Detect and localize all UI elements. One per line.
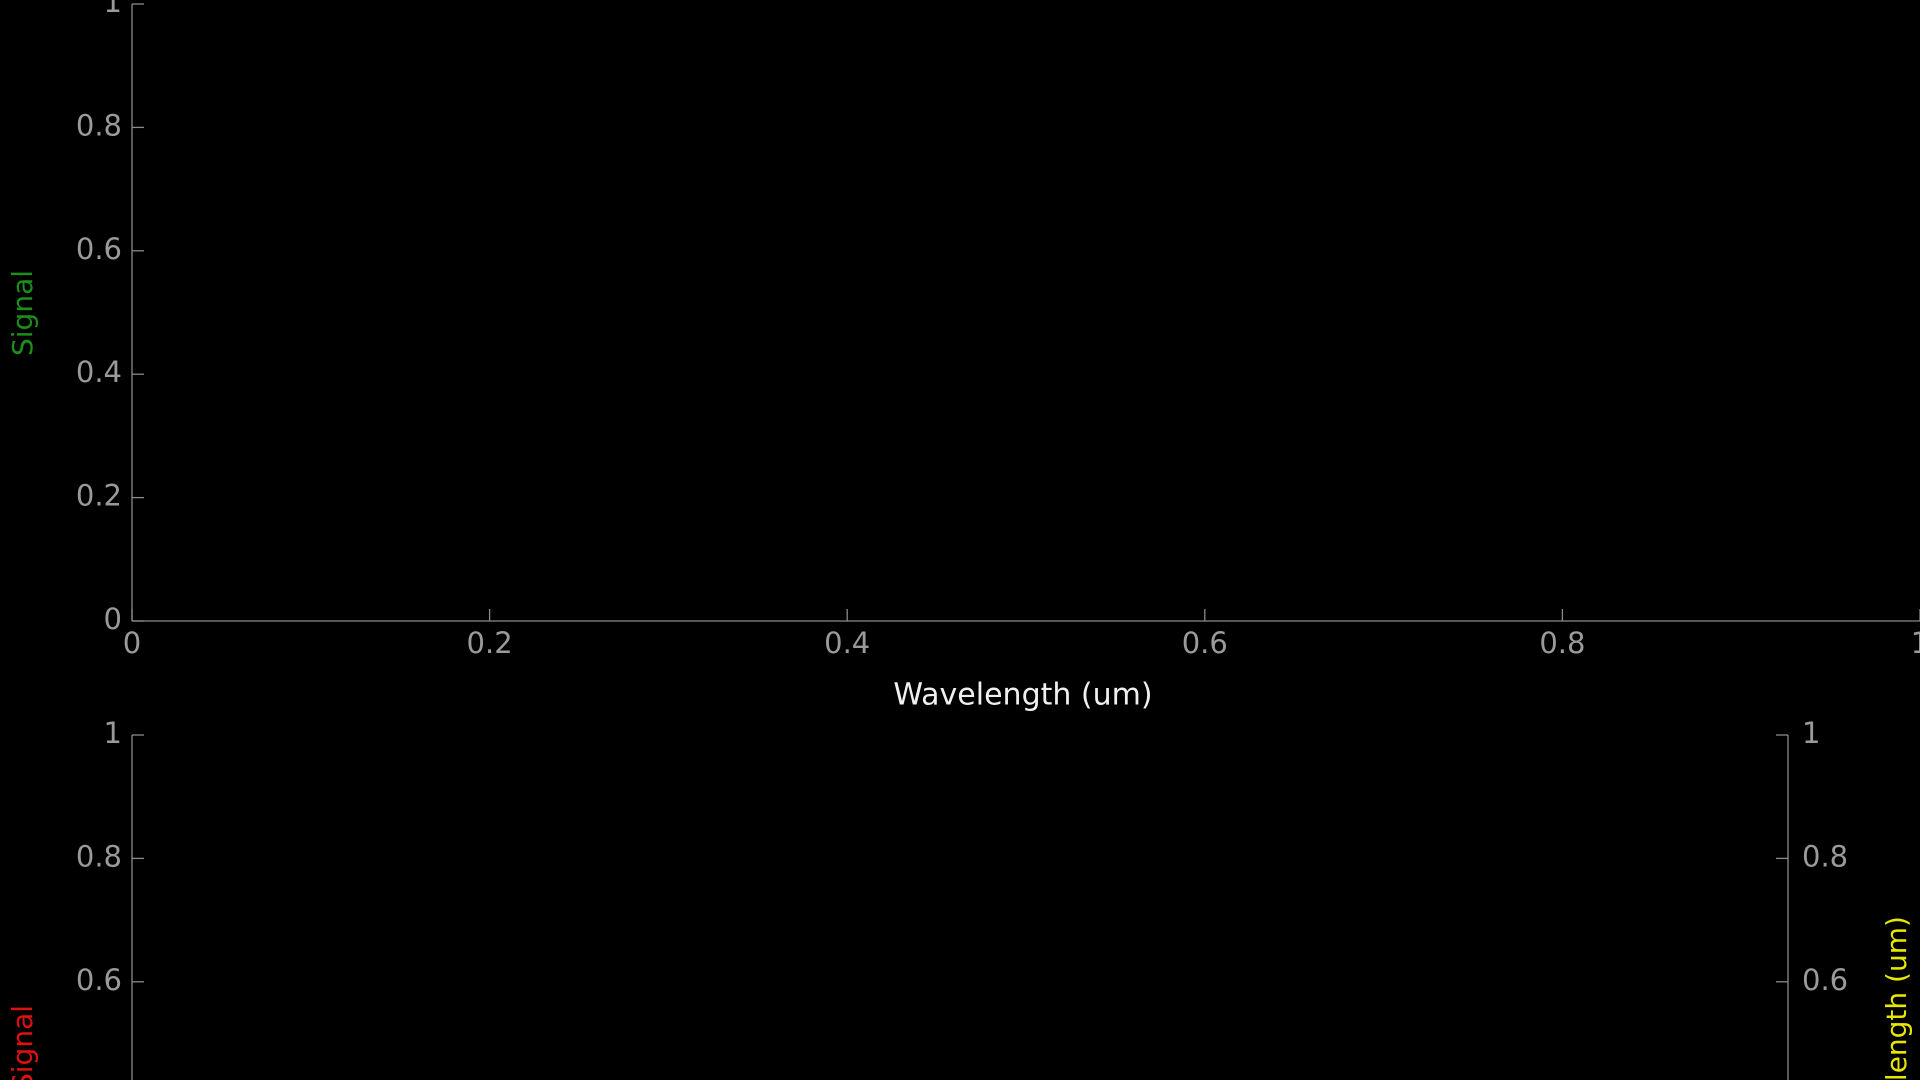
y-tick-label: 0.6 <box>76 963 122 997</box>
y-axis-label: Signal <box>6 1005 39 1080</box>
x-tick-label: 0.4 <box>824 626 870 660</box>
y2-tick-label: 1 <box>1802 716 1820 750</box>
y-tick-label: 0.8 <box>76 839 122 873</box>
y2-axis-label: Wavelength (um) <box>1880 916 1913 1080</box>
x-tick-label: 0.6 <box>1182 626 1228 660</box>
x-axis-label: Wavelength (um) <box>893 678 1152 713</box>
y-tick-label: 0 <box>104 602 122 636</box>
x-tick-label: 0 <box>123 626 141 660</box>
y-axis-label: Signal <box>6 270 39 356</box>
x-tick-label: 1 <box>1911 626 1920 660</box>
x-tick-label: 0.2 <box>467 626 513 660</box>
y-tick-label: 0.4 <box>76 355 122 389</box>
y-tick-label: 1 <box>104 716 122 750</box>
y2-tick-label: 0.6 <box>1802 963 1848 997</box>
x-tick-label: 0.8 <box>1539 626 1585 660</box>
y-tick-label: 1 <box>104 0 122 19</box>
y-tick-label: 0.8 <box>76 108 122 142</box>
y-tick-label: 0.2 <box>76 479 122 513</box>
y2-tick-label: 0.8 <box>1802 839 1848 873</box>
y-tick-label: 0.6 <box>76 232 122 266</box>
